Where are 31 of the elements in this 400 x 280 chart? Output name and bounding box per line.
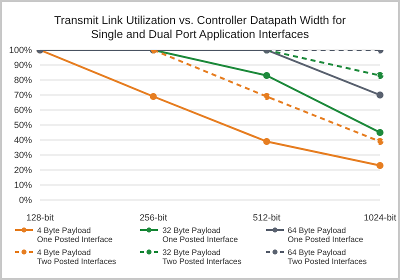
y-tick-label: 40%	[14, 135, 32, 146]
x-tick-label: 128-bit	[26, 212, 54, 222]
point	[263, 72, 270, 79]
legend-label: 32 Byte Payload Two Posted Interfaces	[162, 248, 242, 266]
chart-title: Transmit Link Utilization vs. Controller Datapath Width for Single and Dual Port Application Interfaces	[53, 14, 347, 42]
point	[376, 129, 384, 136]
legend-label: 4 Byte Payload One Posted Interface	[37, 226, 113, 244]
y-tick-label: 30%	[14, 150, 32, 160]
x-tick-label: 512-bit	[252, 212, 281, 222]
point	[376, 138, 384, 145]
point	[376, 72, 384, 79]
y-tick-label: 80%	[14, 75, 32, 86]
point	[263, 93, 270, 100]
y-tick-label: 20%	[14, 165, 32, 176]
y-tick-label: 0%	[18, 195, 32, 206]
y-tick-label: 50%	[14, 120, 32, 130]
point	[376, 92, 384, 98]
legend-label: 4 Byte Payload Two Posted Interfaces	[37, 248, 116, 266]
point	[263, 138, 270, 145]
y-tick-label: 60%	[14, 105, 32, 116]
x-tick-label: 1024-bit	[364, 212, 397, 222]
y-tick-label: 10%	[14, 180, 32, 190]
legend-label: 32 Byte Payload One Posted Interface	[162, 226, 238, 244]
y-tick-label: 90%	[14, 60, 32, 70]
x-tick-label: 256-bit	[140, 212, 168, 222]
y-tick-label: 70%	[14, 90, 32, 100]
point	[150, 93, 157, 100]
legend-label: 64 Byte Payload Two Posted Interfaces	[288, 248, 367, 266]
legend-label: 64 Byte Payload One Posted Interface	[288, 226, 364, 244]
point	[376, 162, 384, 169]
y-tick-label: 100%	[8, 45, 32, 56]
